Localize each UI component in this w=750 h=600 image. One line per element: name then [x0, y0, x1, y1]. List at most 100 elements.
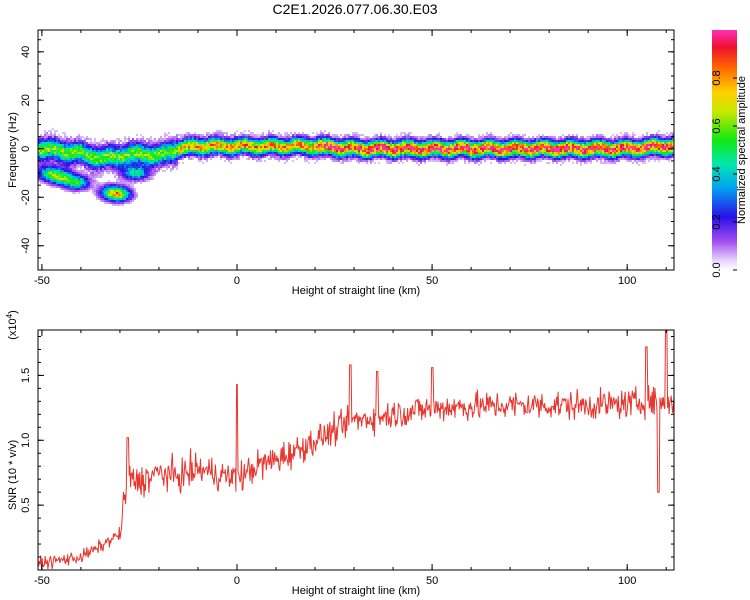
spectrogram-cell — [152, 172, 154, 174]
spectrogram-cell — [58, 164, 60, 166]
spectrogram-cell — [180, 146, 182, 148]
spectrogram-cell — [508, 138, 510, 140]
spectrogram-cell — [318, 142, 320, 144]
spectrogram-cell — [334, 144, 336, 146]
spectrogram-cell — [370, 156, 372, 158]
spectrogram-cell — [418, 160, 420, 162]
spectrogram-cell — [96, 146, 98, 148]
spectrogram-cell — [610, 136, 612, 138]
spectrogram-cell — [142, 152, 144, 154]
spectrogram-cell — [542, 150, 544, 152]
spectrogram-cell — [222, 140, 224, 142]
spectrogram-cell — [98, 152, 100, 154]
spectrogram-cell — [298, 154, 300, 156]
spectrogram-cell — [650, 138, 652, 140]
spectrogram-cell — [186, 150, 188, 152]
spectrogram-cell — [180, 144, 182, 146]
spectrogram-cell — [172, 138, 174, 140]
spectrogram-cell — [58, 180, 60, 182]
spectrogram-cell — [644, 154, 646, 156]
spectrogram-cell — [256, 144, 258, 146]
spectrogram-cell — [260, 152, 262, 154]
spectrogram-cell — [216, 154, 218, 156]
spectrogram-cell — [62, 186, 64, 188]
spectrogram-cell — [492, 146, 494, 148]
spectrogram-cell — [134, 156, 136, 158]
spectrogram-cell — [420, 160, 422, 162]
spectrogram-cell — [584, 142, 586, 144]
spectrogram-cell — [492, 144, 494, 146]
spectrogram-cell — [72, 182, 74, 184]
spectrogram-cell — [296, 158, 298, 160]
spectrogram-cell — [332, 154, 334, 156]
spectrogram-cell — [44, 134, 46, 136]
spectrogram-cell — [146, 142, 148, 144]
spectrogram-cell — [70, 140, 72, 142]
spectrogram-cell — [374, 134, 376, 136]
spectrogram-cell — [420, 150, 422, 152]
spectrogram-cell — [122, 158, 124, 160]
spectrogram-cell — [644, 162, 646, 164]
spectrogram-cell — [648, 160, 650, 162]
spectrogram-cell — [528, 142, 530, 144]
spectrogram-cell — [202, 144, 204, 146]
spectrogram-cell — [130, 152, 132, 154]
spectrogram-cell — [142, 166, 144, 168]
spectrogram-cell — [294, 132, 296, 134]
spectrogram-cell — [356, 140, 358, 142]
spectrogram-cell — [414, 150, 416, 152]
spectrogram-cell — [282, 136, 284, 138]
spectrogram-cell — [582, 138, 584, 140]
spectrogram-cell — [308, 162, 310, 164]
spectrogram-cell — [138, 142, 140, 144]
spectrogram-cell — [386, 160, 388, 162]
spectrogram-cell — [124, 160, 126, 162]
spectrogram-cell — [418, 146, 420, 148]
spectrogram-cell — [436, 158, 438, 160]
spectrogram-cell — [640, 146, 642, 148]
spectrogram-cell — [184, 148, 186, 150]
spectrogram-cell — [584, 144, 586, 146]
spectrogram-cell — [234, 140, 236, 142]
spectrogram-cell — [324, 158, 326, 160]
spectrogram-cell — [554, 144, 556, 146]
spectrogram-cell — [170, 144, 172, 146]
spectrogram-cell — [404, 156, 406, 158]
spectrogram-cell — [422, 154, 424, 156]
spectrogram-cell — [142, 168, 144, 170]
spectrogram-cell — [58, 146, 60, 148]
spectrogram-cell — [576, 146, 578, 148]
spectrogram-cell — [48, 170, 50, 172]
spectrogram-cell — [256, 156, 258, 158]
spectrogram-cell — [504, 152, 506, 154]
spectrogram-cell — [50, 130, 52, 132]
spectrogram-cell — [90, 144, 92, 146]
spectrogram-cell — [180, 154, 182, 156]
spectrogram-cell — [536, 158, 538, 160]
spectrogram-cell — [46, 136, 48, 138]
spectrogram-cell — [198, 150, 200, 152]
spectrogram-cell — [142, 158, 144, 160]
spectrogram-cell — [642, 136, 644, 138]
spectrogram-cell — [390, 150, 392, 152]
spectrogram-cell — [148, 156, 150, 158]
spectrogram-cell — [168, 132, 170, 134]
spectrogram-cell — [270, 144, 272, 146]
spectrogram-cell — [98, 188, 100, 190]
spectrogram-cell — [226, 138, 228, 140]
spectrogram-cell — [654, 134, 656, 136]
spectrogram-cell — [216, 142, 218, 144]
spectrogram-cell — [112, 200, 114, 202]
spectrogram-cell — [106, 202, 108, 204]
spectrogram-cell — [302, 142, 304, 144]
spectrogram-cell — [446, 162, 448, 164]
spectrogram-cell — [344, 158, 346, 160]
spectrogram-cell — [486, 136, 488, 138]
spectrogram-cell — [324, 156, 326, 158]
spectrogram-cell — [58, 170, 60, 172]
spectrogram-cell — [54, 134, 56, 136]
spectrogram-cell — [304, 144, 306, 146]
spectrogram-cell — [514, 146, 516, 148]
spectrogram-cell — [44, 152, 46, 154]
spectrogram-cell — [130, 196, 132, 198]
